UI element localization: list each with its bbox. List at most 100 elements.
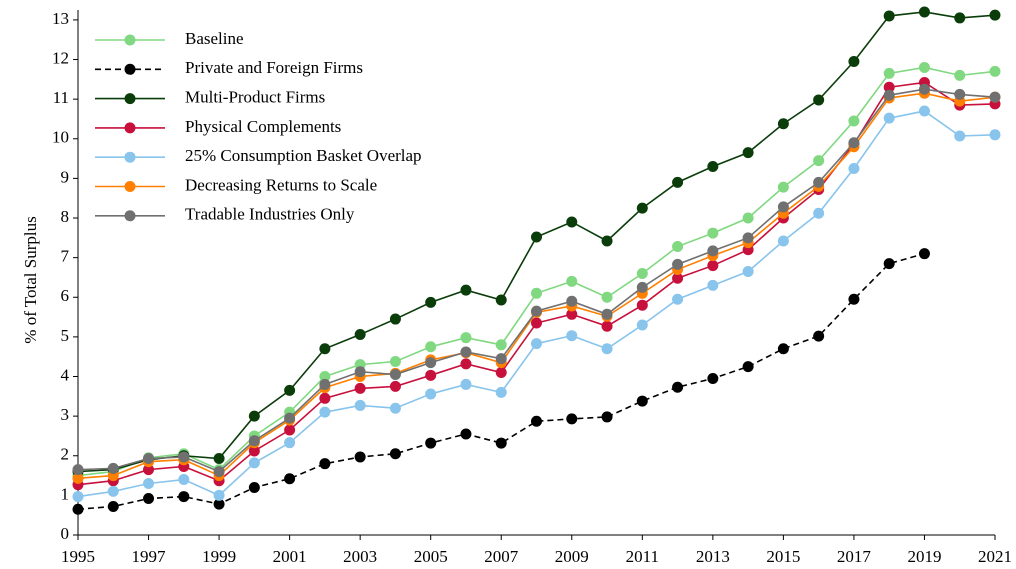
data-point — [178, 474, 190, 486]
data-point — [72, 503, 84, 515]
x-tick-label: 2003 — [343, 547, 377, 566]
data-point — [954, 88, 966, 100]
x-tick-label: 2007 — [484, 547, 519, 566]
data-point — [848, 137, 860, 149]
x-tick-label: 2011 — [626, 547, 659, 566]
x-tick-label: 2019 — [907, 547, 941, 566]
data-point — [460, 358, 472, 370]
data-point — [672, 293, 684, 305]
data-point — [213, 453, 225, 465]
x-tick-label: 1997 — [132, 547, 167, 566]
data-point — [143, 464, 155, 476]
data-point — [107, 500, 119, 512]
data-point — [531, 231, 542, 243]
data-point — [284, 412, 296, 424]
data-point — [495, 437, 507, 449]
legend-label: Decreasing Returns to Scale — [185, 175, 377, 194]
data-point — [284, 473, 296, 485]
data-point — [813, 207, 825, 219]
data-point — [319, 406, 331, 418]
data-point — [918, 105, 930, 117]
data-point — [636, 267, 648, 279]
data-point — [354, 399, 366, 411]
legend-marker — [124, 34, 136, 46]
data-point — [460, 332, 472, 344]
x-tick-label: 2001 — [273, 547, 307, 566]
data-point — [601, 291, 613, 303]
data-point — [742, 147, 754, 159]
data-point — [389, 448, 401, 460]
x-tick-label: 2005 — [414, 547, 448, 566]
x-tick-label: 1999 — [202, 547, 236, 566]
data-point — [425, 341, 437, 353]
data-point — [460, 428, 472, 440]
data-point — [248, 457, 260, 469]
data-point — [883, 258, 895, 270]
legend-marker — [124, 210, 136, 222]
data-point — [319, 392, 331, 404]
data-point — [707, 260, 719, 272]
data-point — [954, 69, 966, 81]
data-point — [777, 343, 789, 355]
data-point — [72, 491, 84, 503]
data-point — [425, 357, 437, 369]
x-tick-label: 2009 — [555, 547, 589, 566]
data-point — [354, 451, 366, 463]
data-point — [989, 65, 1001, 77]
data-point — [425, 369, 437, 381]
data-point — [601, 308, 613, 320]
data-point — [107, 485, 119, 497]
y-tick-label: 5 — [61, 326, 70, 345]
data-point — [672, 381, 684, 393]
data-point — [707, 245, 719, 257]
y-tick-label: 6 — [61, 286, 70, 305]
data-point — [813, 94, 825, 106]
y-tick-label: 10 — [52, 128, 69, 147]
data-point — [425, 296, 437, 308]
data-point — [848, 293, 860, 305]
data-point — [354, 382, 366, 394]
data-point — [672, 272, 684, 284]
data-point — [495, 367, 507, 379]
legend-marker — [124, 181, 136, 192]
data-point — [883, 10, 895, 22]
data-point — [319, 343, 331, 355]
legend-marker — [124, 151, 136, 163]
data-point — [389, 355, 401, 367]
data-point — [284, 424, 296, 436]
data-point — [389, 380, 401, 392]
data-point — [918, 83, 930, 95]
data-point — [495, 353, 507, 365]
data-point — [319, 371, 331, 383]
legend-marker — [124, 122, 136, 134]
legend-label: Tradable Industries Only — [185, 205, 355, 224]
data-point — [672, 258, 684, 270]
data-point — [742, 232, 754, 244]
data-point — [495, 294, 507, 306]
data-point — [883, 81, 895, 93]
y-tick-label: 8 — [61, 207, 70, 226]
data-point — [707, 372, 719, 384]
x-tick-label: 1995 — [61, 547, 95, 566]
data-point — [460, 378, 472, 390]
data-point — [601, 343, 613, 355]
data-point — [566, 275, 578, 287]
data-point — [777, 181, 789, 193]
data-point — [707, 227, 719, 239]
data-point — [742, 361, 754, 373]
data-point — [954, 12, 966, 24]
data-point — [848, 162, 860, 174]
data-point — [213, 498, 225, 510]
y-tick-label: 0 — [61, 524, 70, 543]
legend-label: Private and Foreign Firms — [185, 58, 363, 77]
data-point — [742, 212, 754, 224]
y-axis-label: % of Total Surplus — [21, 216, 40, 343]
data-point — [389, 402, 401, 414]
data-point — [989, 129, 1001, 141]
data-point — [566, 330, 578, 342]
data-point — [848, 115, 860, 127]
data-point — [248, 445, 260, 457]
data-point — [636, 281, 648, 293]
legend-label: Baseline — [185, 29, 244, 48]
data-point — [143, 493, 155, 505]
